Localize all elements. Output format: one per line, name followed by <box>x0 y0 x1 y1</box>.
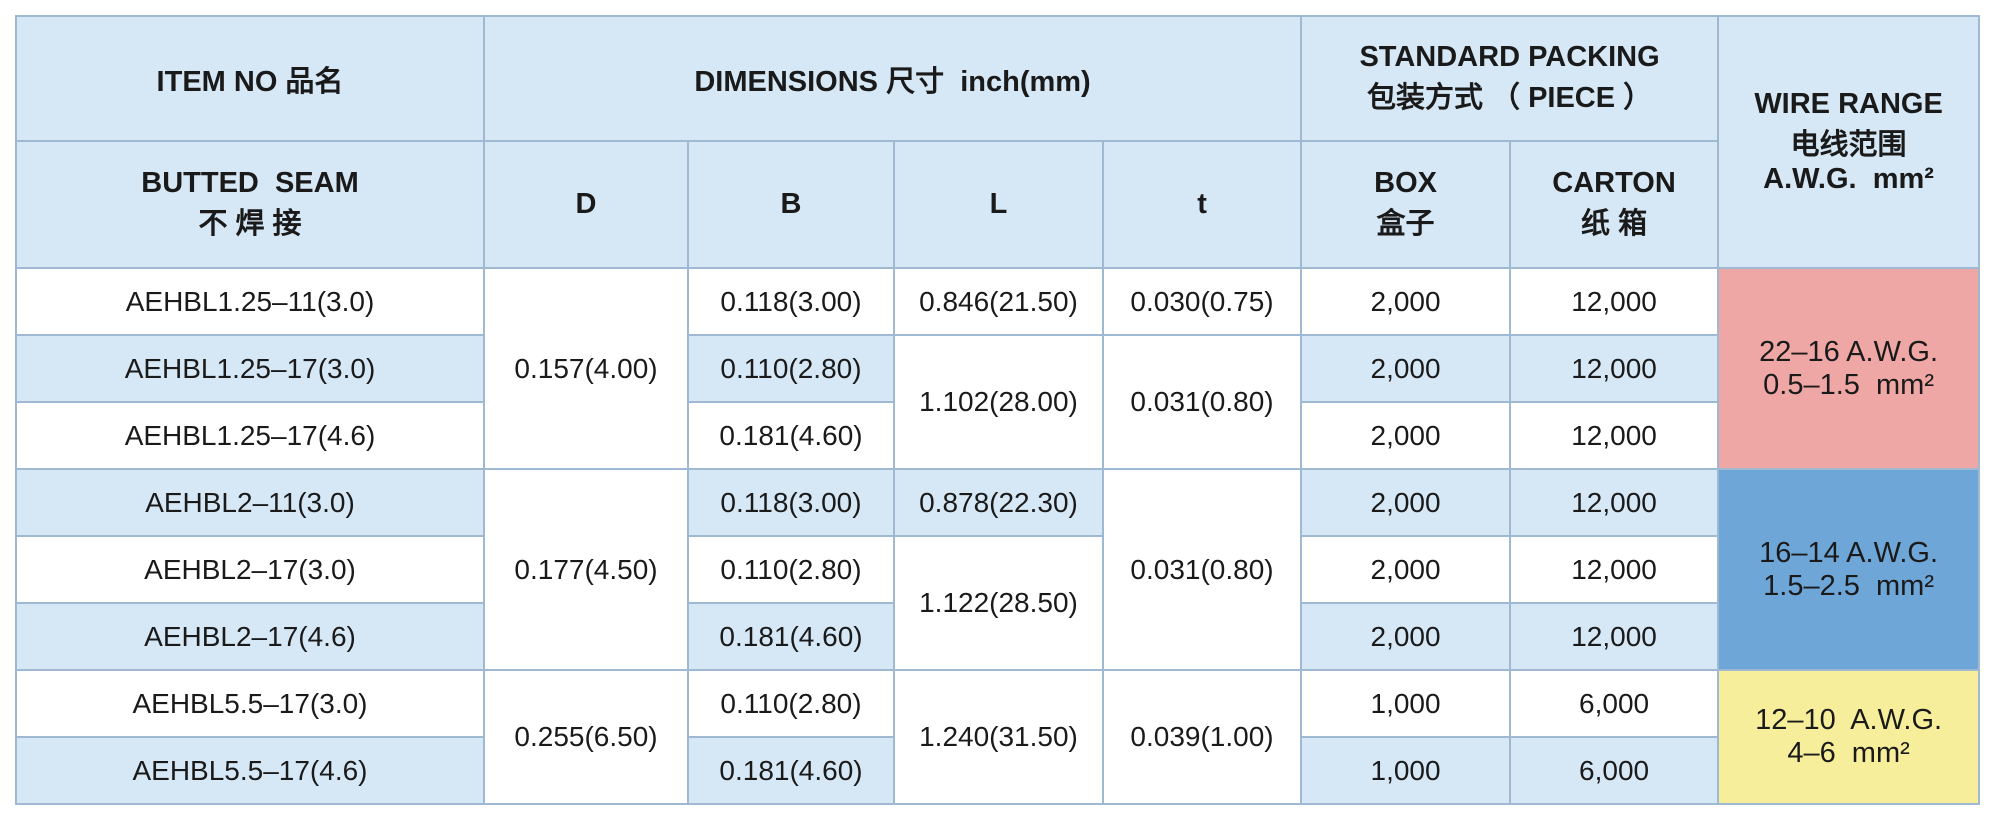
l: 1.240(31.50) <box>893 669 1104 805</box>
header-text: STANDARD PACKING <box>1359 41 1660 73</box>
header-cell: ITEM NO 品名 <box>15 15 485 142</box>
item: AEHBL2–17(3.0) <box>15 535 485 604</box>
box: 2,000 <box>1300 468 1512 537</box>
header-text: 电线范围 <box>1790 129 1907 161</box>
header-cell: BUTTED SEAM 不 焊 接 <box>15 140 485 269</box>
wire-text: 4–6 mm² <box>1787 737 1910 769</box>
header-cell: D <box>483 140 689 269</box>
box: 2,000 <box>1300 267 1512 336</box>
header-text: 包装方式 （ PIECE ） <box>1366 82 1653 114</box>
item: AEHBL2–11(3.0) <box>15 468 485 537</box>
t: 0.039(1.00) <box>1101 669 1303 805</box>
b: 0.110(2.80) <box>687 334 895 403</box>
header-cell: WIRE RANGE 电线范围 A.W.G. mm² <box>1717 15 1981 269</box>
item: AEHBL2–17(4.6) <box>15 602 485 671</box>
header-cell: DIMENSIONS 尺寸 inch(mm) <box>482 15 1303 142</box>
d: 0.177(4.50) <box>483 468 689 671</box>
b: 0.181(4.60) <box>687 401 895 470</box>
header-text: BUTTED SEAM <box>141 167 359 199</box>
d: 0.157(4.00) <box>483 267 689 470</box>
header-text: 纸 箱 <box>1581 208 1648 240</box>
wire: 16–14 A.W.G. 1.5–2.5 mm² <box>1717 468 1981 671</box>
header-text: A.W.G. mm² <box>1763 163 1934 195</box>
l: 0.846(21.50) <box>893 267 1104 336</box>
header-cell: t <box>1101 140 1303 269</box>
header-text: BOX <box>1374 167 1437 199</box>
d: 0.255(6.50) <box>483 669 689 805</box>
carton: 12,000 <box>1509 401 1720 470</box>
box: 1,000 <box>1300 736 1512 805</box>
box: 2,000 <box>1300 334 1512 403</box>
spec-table: ITEM NO 品名 DIMENSIONS 尺寸 inch(mm) STANDA… <box>15 15 1981 805</box>
b: 0.181(4.60) <box>687 602 895 671</box>
header-cell: B <box>687 140 895 269</box>
wire: 22–16 A.W.G. 0.5–1.5 mm² <box>1717 267 1981 470</box>
l: 0.878(22.30) <box>893 468 1104 537</box>
header-cell: CARTON 纸 箱 <box>1509 140 1720 269</box>
wire-text: 1.5–2.5 mm² <box>1763 569 1934 602</box>
wire-text: 12–10 A.W.G. <box>1755 704 1943 736</box>
l: 1.102(28.00) <box>893 334 1104 470</box>
header-cell: STANDARD PACKING 包装方式 （ PIECE ） <box>1300 15 1720 142</box>
header-cell: L <box>893 140 1104 269</box>
carton: 12,000 <box>1509 334 1720 403</box>
b: 0.110(2.80) <box>687 535 895 604</box>
wire-text: 16–14 A.W.G. <box>1759 536 1939 569</box>
t: 0.030(0.75) <box>1101 267 1303 336</box>
t: 0.031(0.80) <box>1101 334 1303 470</box>
item: AEHBL5.5–17(4.6) <box>15 736 485 805</box>
carton: 6,000 <box>1509 736 1720 805</box>
carton: 12,000 <box>1509 468 1720 537</box>
header-text: 盒子 <box>1376 208 1435 240</box>
wire-text: 0.5–1.5 mm² <box>1763 368 1934 401</box>
t: 0.031(0.80) <box>1101 468 1303 671</box>
item: AEHBL1.25–17(3.0) <box>15 334 485 403</box>
b: 0.118(3.00) <box>687 267 895 336</box>
wire: 12–10 A.W.G. 4–6 mm² <box>1717 669 1981 805</box>
carton: 12,000 <box>1509 602 1720 671</box>
header-cell: BOX 盒子 <box>1300 140 1512 269</box>
box: 2,000 <box>1300 535 1512 604</box>
item: AEHBL5.5–17(3.0) <box>15 669 485 738</box>
wire-text: 22–16 A.W.G. <box>1759 335 1939 368</box>
carton: 12,000 <box>1509 535 1720 604</box>
item: AEHBL1.25–17(4.6) <box>15 401 485 470</box>
carton: 12,000 <box>1509 267 1720 336</box>
box: 2,000 <box>1300 602 1512 671</box>
header-text: WIRE RANGE <box>1754 88 1943 120</box>
b: 0.118(3.00) <box>687 468 895 537</box>
header-text: CARTON <box>1552 167 1676 199</box>
b: 0.110(2.80) <box>687 669 895 738</box>
box: 2,000 <box>1300 401 1512 470</box>
l: 1.122(28.50) <box>893 535 1104 671</box>
carton: 6,000 <box>1509 669 1720 738</box>
header-text: 不 焊 接 <box>198 208 302 240</box>
item: AEHBL1.25–11(3.0) <box>15 267 485 336</box>
box: 1,000 <box>1300 669 1512 738</box>
b: 0.181(4.60) <box>687 736 895 805</box>
